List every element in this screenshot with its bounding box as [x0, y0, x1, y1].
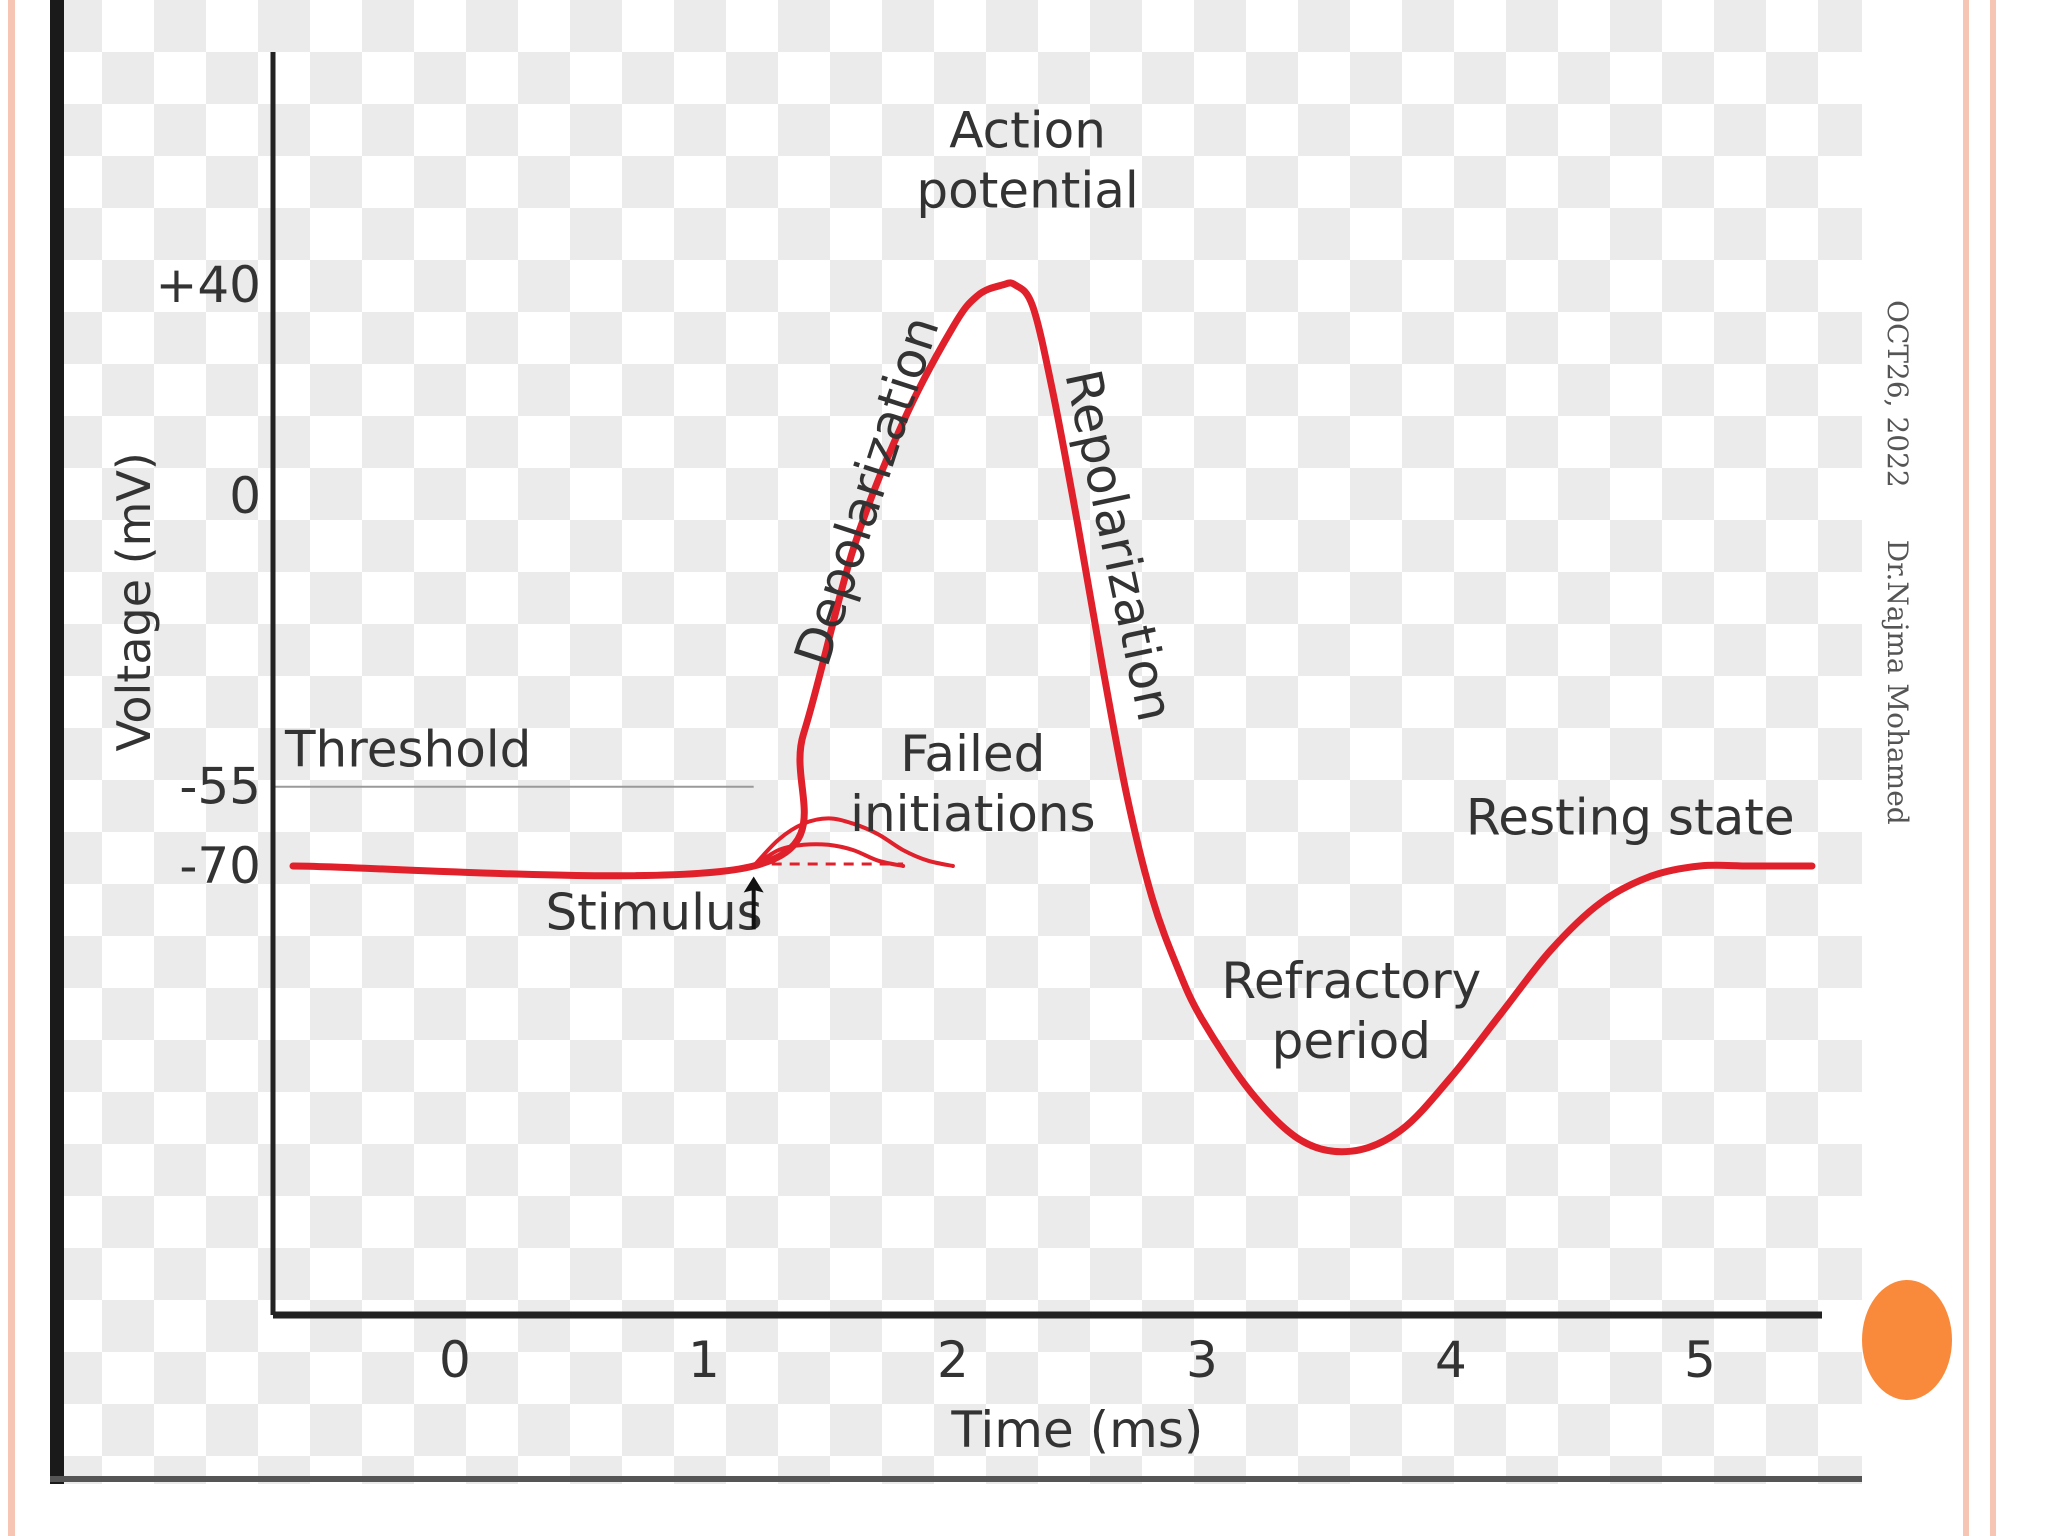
slide-date: OCT26, 2022: [1881, 300, 1914, 488]
chart-background: [50, 0, 1862, 1484]
x-tick-label: 5: [1684, 1331, 1716, 1389]
threshold-label: Threshold: [284, 721, 531, 779]
x-tick-label: 0: [439, 1331, 471, 1389]
chart-left-bar: [50, 0, 64, 1484]
annotation-stimulus: Stimulus: [545, 883, 762, 941]
stimulus-arrow: [743, 876, 764, 930]
slide-frame-left: [8, 0, 15, 1536]
failed-initiation-trace: [751, 842, 906, 868]
x-axis-label: Time (ms): [950, 1401, 1203, 1459]
y-tick-labels: +40 0 -55 -70: [155, 256, 261, 895]
x-tick-label: 1: [688, 1331, 720, 1389]
x-tick-label: 4: [1435, 1331, 1467, 1389]
action-potential-trace: [289, 279, 1816, 1156]
slide-footer-vertical: OCT26, 2022 Dr.Najma Mohamed: [1881, 300, 1914, 825]
slide-author: Dr.Najma Mohamed: [1881, 539, 1914, 825]
slide-frame-right-outer: [1990, 0, 1996, 1536]
y-tick-label: -70: [179, 837, 261, 895]
y-tick-label: 0: [229, 467, 261, 525]
slide-frame-right-inner: [1963, 0, 1969, 1536]
x-tick-label: 2: [937, 1331, 969, 1389]
slide-accent-circle: [1862, 1280, 1952, 1400]
annotation-failed: Failed initiations: [850, 725, 1095, 843]
annotation-resting: Resting state: [1466, 788, 1795, 846]
chart-bottom-border: [50, 1476, 1862, 1482]
y-axis-label: Voltage (mV): [107, 452, 161, 751]
annotation-action: Action potential: [916, 102, 1138, 220]
y-tick-label: +40: [155, 256, 261, 314]
y-tick-label: -55: [179, 758, 261, 816]
failed-initiation-trace: [751, 816, 955, 868]
annotation-refractory: Refractory period: [1221, 952, 1481, 1070]
x-tick-labels: 0 1 2 3 4 5: [439, 1331, 1716, 1389]
voltage-traces: [289, 279, 1816, 1156]
x-tick-label: 3: [1186, 1331, 1218, 1389]
